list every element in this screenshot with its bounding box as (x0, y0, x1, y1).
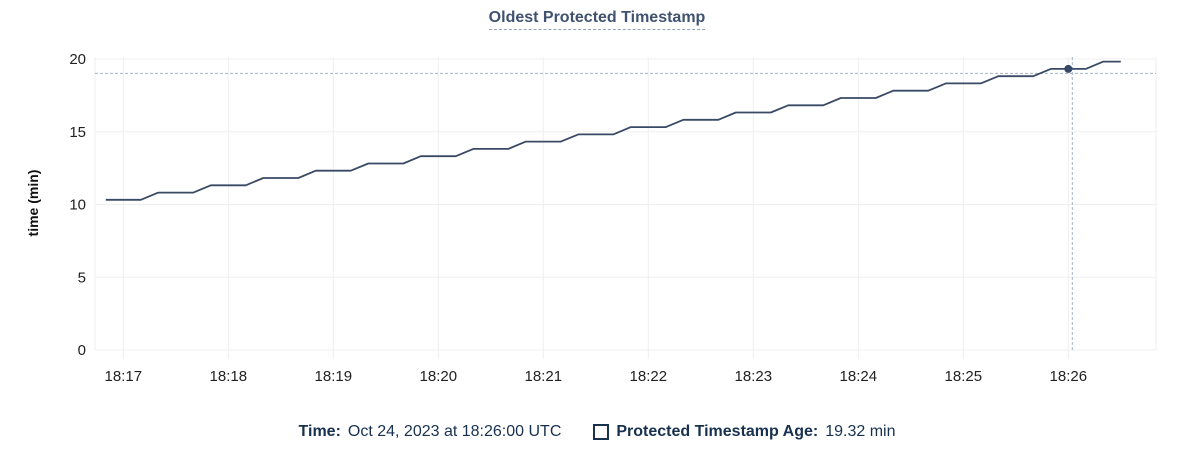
highlight-dot (1064, 64, 1073, 73)
hover-series-group: Protected Timestamp Age: 19.32 min (593, 423, 895, 441)
series-label: Protected Timestamp Age: (616, 423, 819, 440)
x-tick-label: 18:25 (945, 368, 983, 385)
x-tick-label: 18:18 (210, 368, 248, 385)
x-tick-label: 18:17 (105, 368, 143, 385)
y-tick-label: 20 (69, 51, 86, 68)
y-tick-label: 10 (69, 197, 86, 214)
x-tick-label: 18:26 (1050, 368, 1088, 385)
x-tick-label: 18:24 (840, 368, 878, 385)
time-value: Oct 24, 2023 at 18:26:00 UTC (347, 423, 562, 440)
legend-swatch-icon (593, 424, 610, 440)
y-tick-label: 15 (69, 124, 86, 141)
chart-title-row: Oldest Protected Timestamp (0, 9, 1194, 30)
hover-time-group: Time: Oct 24, 2023 at 18:26:00 UTC (299, 423, 562, 441)
x-tick-label: 18:22 (630, 368, 668, 385)
y-tick-label: 0 (78, 342, 86, 359)
series-line (105, 60, 1121, 201)
chart-title[interactable]: Oldest Protected Timestamp (488, 9, 706, 30)
hover-legend: Time: Oct 24, 2023 at 18:26:00 UTC Prote… (0, 423, 1194, 441)
line-chart[interactable]: 0 5 10 15 20 18:17 18:18 18:19 18:20 18:21 18:22 18… (0, 0, 1194, 400)
x-tick-label: 18:23 (735, 368, 773, 385)
y-tick-label: 5 (78, 269, 86, 286)
time-label: Time: (298, 423, 341, 440)
series-value: 19.32 min (825, 423, 896, 440)
x-tick-label: 18:21 (525, 368, 563, 385)
x-tick-label: 18:19 (315, 368, 353, 385)
x-tick-label: 18:20 (420, 368, 458, 385)
